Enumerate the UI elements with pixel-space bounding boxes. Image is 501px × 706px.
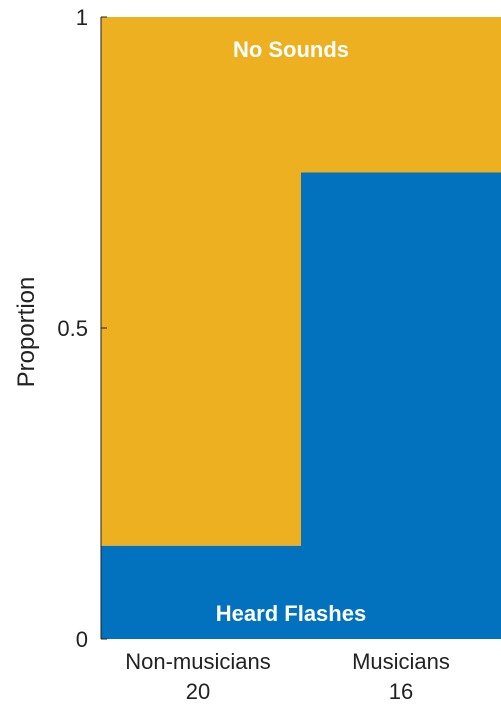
category-label-non-musicians: Non-musicians	[125, 649, 271, 674]
y-tick-label-0-5: 0.5	[57, 316, 88, 341]
count-label-musicians: 16	[389, 679, 413, 704]
region-label-heard-flashes: Heard Flashes	[216, 601, 366, 626]
bar-non-musicians-heard-flashes	[101, 545, 302, 639]
count-label-non-musicians: 20	[186, 679, 210, 704]
y-tick-label-0: 0	[76, 627, 88, 652]
region-labels: No Sounds Heard Flashes	[216, 37, 366, 626]
region-label-no-sounds: No Sounds	[233, 37, 349, 62]
bar-musicians-heard-flashes	[301, 172, 501, 639]
bars-group	[101, 17, 501, 639]
category-label-musicians: Musicians	[352, 649, 450, 674]
bar-musicians-no-sounds	[301, 17, 501, 173]
y-axis: 0 0.5 1 Proportion	[13, 5, 107, 652]
y-axis-title: Proportion	[13, 277, 40, 388]
y-tick-label-1: 1	[76, 5, 88, 30]
x-axis-labels: Non-musicians Musicians 20 16	[125, 649, 450, 704]
bar-non-musicians-no-sounds	[101, 17, 302, 546]
